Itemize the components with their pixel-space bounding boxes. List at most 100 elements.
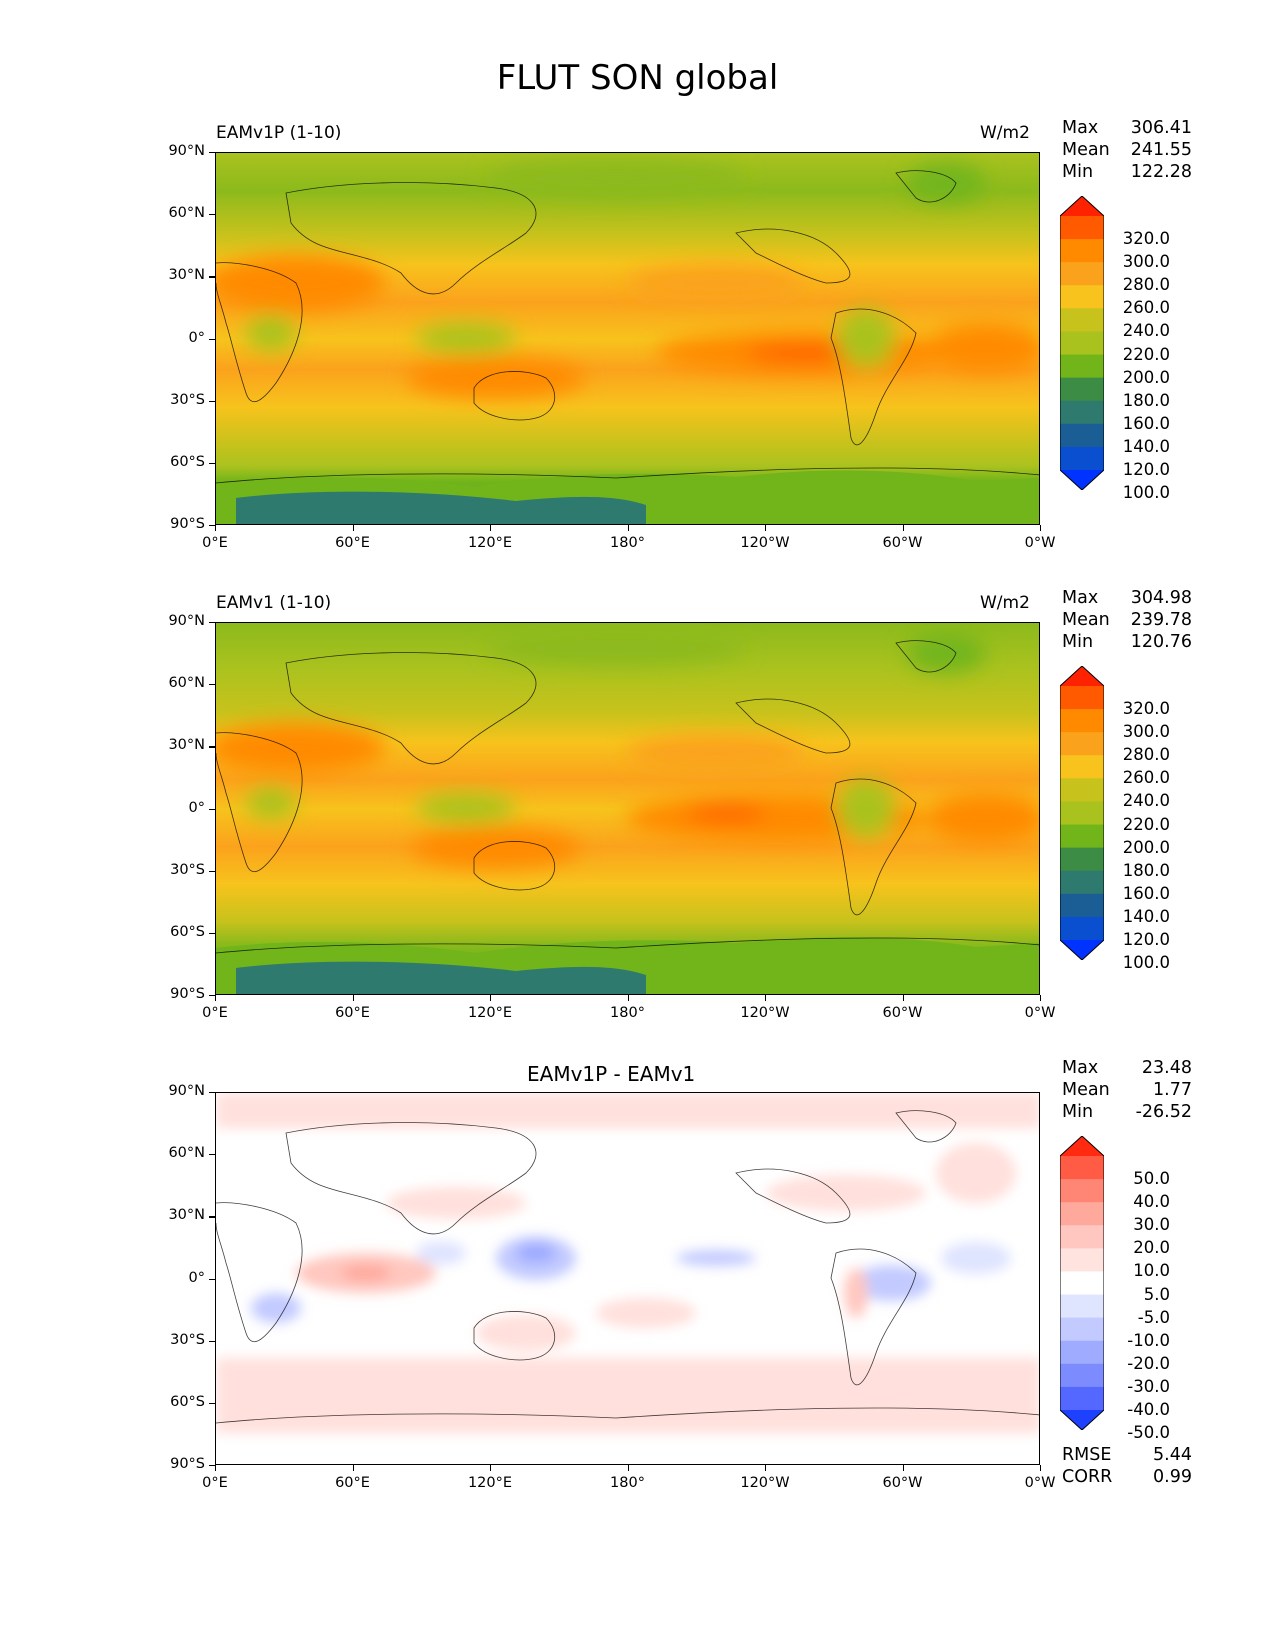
- colorbar-swatch: [1060, 1294, 1104, 1319]
- field-map: [216, 623, 1039, 994]
- stat-max: Max 304.98: [1062, 588, 1192, 608]
- x-tick-mark: [765, 995, 767, 1001]
- x-tick-mark: [352, 1465, 354, 1471]
- x-tick-label: 120°E: [467, 1475, 513, 1491]
- colorbar-label: 30.0: [1133, 1215, 1170, 1235]
- x-tick-mark: [215, 1465, 217, 1471]
- x-tick-mark: [1040, 995, 1042, 1001]
- colorbar-swatch: [1060, 916, 1104, 941]
- stat-mean: Mean 239.78: [1062, 610, 1192, 630]
- x-tick-mark: [627, 525, 629, 531]
- x-tick-mark: [490, 1465, 492, 1471]
- x-tick-mark: [490, 995, 492, 1001]
- colorbar-label: 320.0: [1122, 699, 1170, 719]
- y-tick-label: 60°S: [170, 1393, 205, 1410]
- y-tick-mark: [209, 276, 215, 278]
- panel-units-label: W/m2: [980, 593, 1030, 613]
- colorbar-swatch: [1060, 1386, 1104, 1411]
- stat-mean: Mean 1.77: [1062, 1080, 1192, 1100]
- y-tick-mark: [209, 1154, 215, 1156]
- colorbar-swatch: [1060, 239, 1104, 263]
- colorbar-label: 100.0: [1122, 953, 1170, 973]
- y-tick-mark: [209, 808, 215, 810]
- y-tick-mark: [209, 1465, 215, 1467]
- colorbar-label: 40.0: [1133, 1192, 1170, 1212]
- colorbar-label: 50.0: [1133, 1169, 1170, 1189]
- x-tick-mark: [1040, 525, 1042, 531]
- colorbar-label: 20.0: [1133, 1238, 1170, 1258]
- y-tick-mark: [209, 870, 215, 872]
- colorbar-swatch: [1060, 732, 1104, 756]
- colorbar-label: 220.0: [1122, 814, 1170, 834]
- colorbar-extend-top: [1060, 1136, 1104, 1156]
- map-plot: [215, 622, 1040, 995]
- y-tick-label: 0°: [188, 799, 205, 816]
- colorbar-label: 200.0: [1122, 367, 1170, 387]
- colorbar-svg: [1059, 195, 1105, 491]
- colorbar-swatch: [1060, 216, 1104, 240]
- colorbar-swatch: [1060, 824, 1104, 849]
- y-tick-mark: [209, 684, 215, 686]
- panel-center-label: EAMv1P - EAMv1: [527, 1062, 696, 1086]
- colorbar-swatch: [1060, 1317, 1104, 1342]
- y-tick-label: 90°N: [168, 1083, 205, 1099]
- colorbar-swatch: [1060, 847, 1104, 872]
- colorbar-label: 120.0: [1122, 930, 1170, 949]
- colorbar-svg: [1059, 665, 1105, 961]
- y-tick-mark: [209, 214, 215, 216]
- colorbar-extend-top: [1060, 196, 1104, 216]
- x-tick-label: 180°: [610, 1475, 645, 1491]
- x-tick-label: 180°: [610, 535, 645, 551]
- y-tick-mark: [209, 932, 215, 935]
- colorbar-label: 280.0: [1122, 275, 1170, 295]
- y-tick-label: 30°N: [168, 267, 205, 284]
- stat-max: Max 306.41: [1062, 118, 1192, 138]
- colorbar-label: 300.0: [1122, 252, 1170, 272]
- colorbar-swatch: [1060, 1363, 1104, 1388]
- colorbar-swatch: [1060, 262, 1104, 286]
- colorbar-swatch: [1060, 870, 1104, 895]
- colorbar-label: -5.0: [1137, 1307, 1170, 1327]
- colorbar-extend-bottom: [1060, 1410, 1104, 1430]
- y-tick-label: 60°N: [168, 675, 205, 692]
- colorbar-swatch: [1060, 377, 1104, 402]
- colorbar-swatch: [1060, 285, 1104, 309]
- y-tick-label: 60°S: [170, 923, 205, 940]
- y-tick-label: 0°: [188, 1269, 205, 1286]
- colorbar-label: 160.0: [1122, 883, 1170, 903]
- colorbar-label: -50.0: [1127, 1423, 1170, 1443]
- colorbar-swatch: [1060, 1179, 1104, 1203]
- colorbar-extend-bottom: [1060, 940, 1104, 960]
- x-tick-label: 0°E: [202, 535, 228, 551]
- colorbar-label: -20.0: [1127, 1353, 1170, 1373]
- colorbar-swatch: [1060, 755, 1104, 779]
- panel-left-label: EAMv1P (1-10): [216, 123, 342, 143]
- colorbar: [1059, 665, 1105, 961]
- colorbar-swatch: [1060, 778, 1104, 802]
- colorbar-svg: [1059, 1135, 1105, 1431]
- colorbar-label: 280.0: [1122, 745, 1170, 765]
- y-tick-mark: [209, 622, 215, 624]
- error-stats-block: RMSE 5.44 CORR 0.99: [1062, 1444, 1192, 1488]
- x-tick-label: 0°W: [1024, 1475, 1056, 1491]
- colorbar-swatch: [1060, 1248, 1104, 1272]
- colorbar-swatch: [1060, 686, 1104, 710]
- colorbar-label: 120.0: [1122, 460, 1170, 479]
- colorbar: [1059, 195, 1105, 491]
- y-tick-label: 90°S: [170, 516, 205, 532]
- stat-min: Min 120.76: [1062, 632, 1192, 652]
- y-tick-mark: [209, 462, 215, 465]
- panel-difference: EAMv1P - EAMv1: [0, 940, 1275, 1491]
- colorbar-swatch: [1060, 446, 1104, 471]
- y-tick-mark: [209, 1340, 215, 1342]
- colorbar-label: 260.0: [1122, 768, 1170, 788]
- panel-left-label: EAMv1 (1-10): [216, 593, 332, 613]
- y-tick-mark: [209, 1216, 215, 1218]
- y-tick-mark: [209, 1402, 215, 1405]
- x-tick-mark: [765, 525, 767, 531]
- field-map: [216, 1093, 1039, 1464]
- y-tick-label: 60°S: [170, 453, 205, 470]
- colorbar-swatch: [1060, 1202, 1104, 1226]
- colorbar-label: 140.0: [1122, 906, 1170, 926]
- colorbar-label: 240.0: [1122, 791, 1170, 811]
